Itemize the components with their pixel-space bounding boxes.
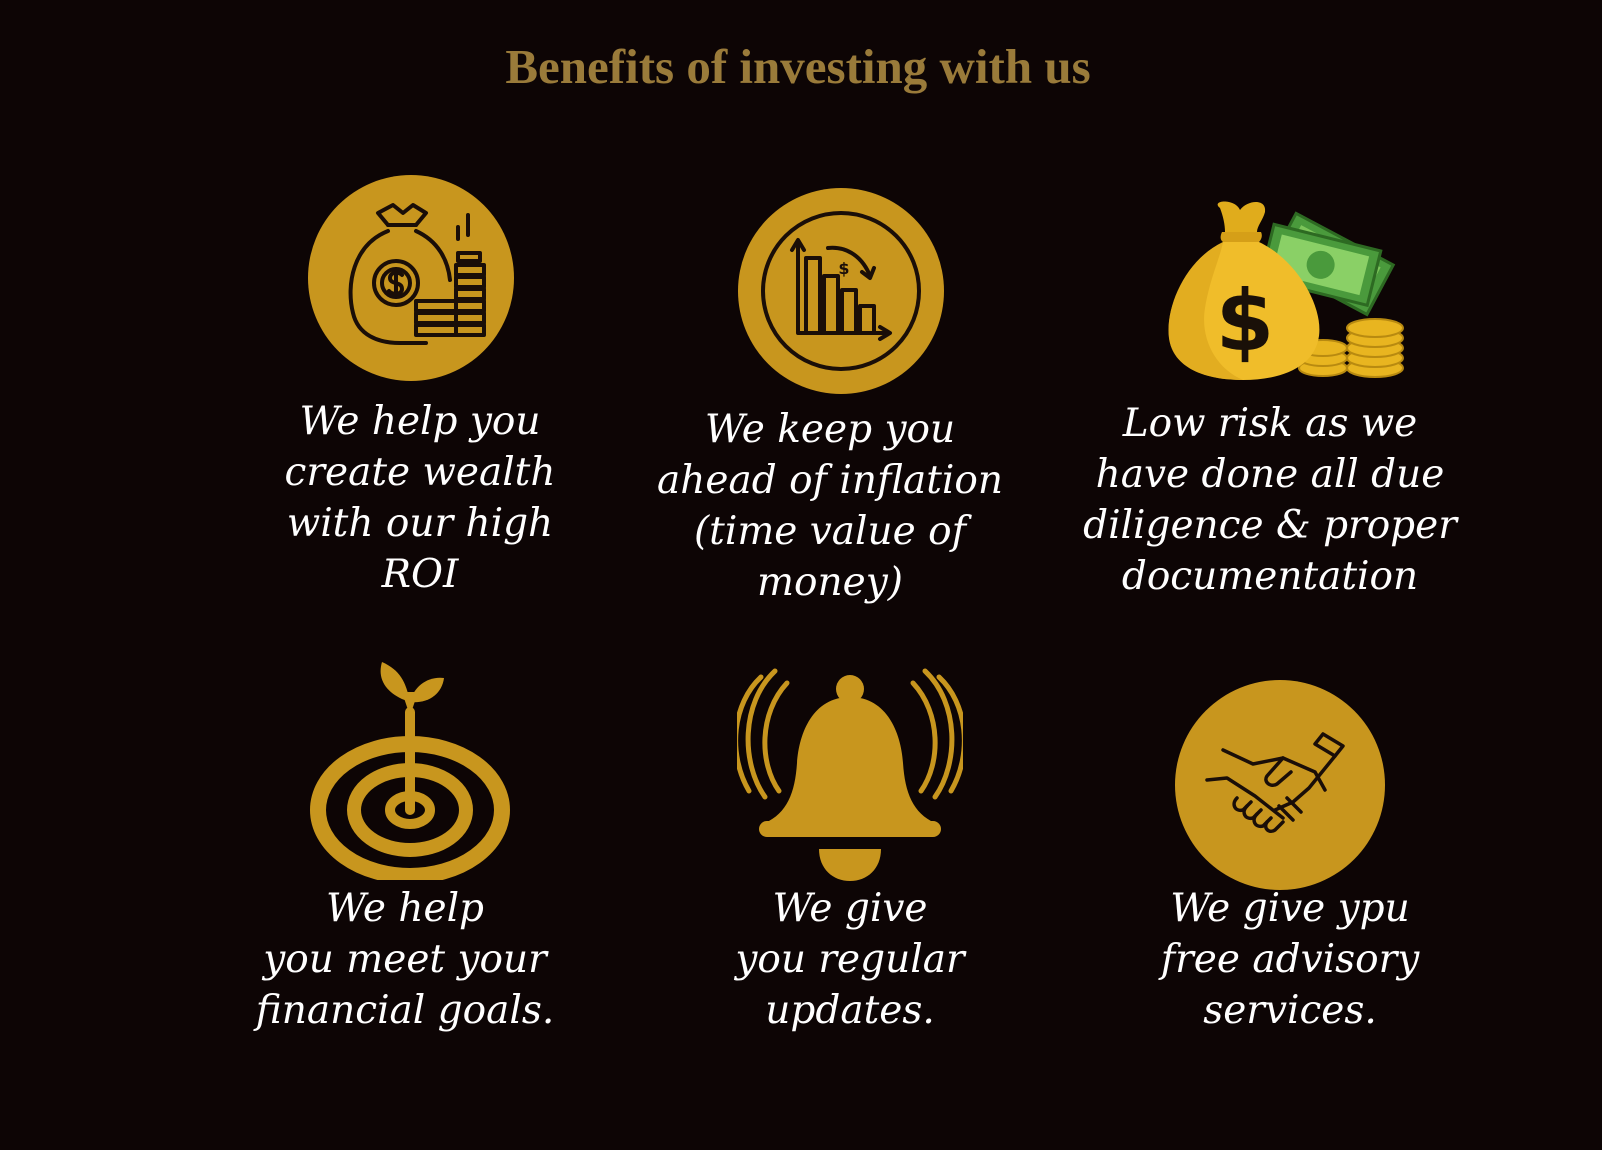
money-bag-coins-icon	[308, 175, 514, 381]
caption-line: ahead of inflation	[657, 458, 1003, 503]
caption-line: Low risk as we	[1122, 401, 1418, 446]
money-bag-cash-icon: $	[1165, 198, 1405, 388]
handshake-icon	[1175, 680, 1385, 890]
caption-line: We help you	[299, 399, 541, 444]
caption-line: with our high	[286, 501, 554, 546]
caption-line: We keep you	[704, 407, 956, 452]
caption-line: (time value of	[693, 509, 967, 554]
caption-line: you meet your	[263, 937, 547, 982]
target-dart-icon	[310, 652, 514, 884]
benefit-caption-advisory: We give ypu free advisory services.	[1130, 883, 1450, 1036]
svg-text:$: $	[838, 259, 849, 278]
caption-line: financial goals.	[255, 988, 555, 1033]
benefit-caption-inflation: We keep you ahead of inflation (time val…	[650, 404, 1010, 608]
caption-line: services.	[1203, 988, 1377, 1033]
declining-chart-icon: $	[738, 188, 944, 394]
caption-line: you regular	[735, 937, 965, 982]
caption-line: free advisory	[1160, 937, 1420, 982]
bell-icon	[733, 663, 967, 891]
benefit-caption-updates: We give you regular updates.	[690, 883, 1010, 1036]
page-title: Benefits of investing with us	[505, 39, 1091, 94]
caption-line: We give	[772, 886, 928, 931]
caption-line: documentation	[1121, 554, 1419, 599]
caption-line: We give ypu	[1170, 886, 1410, 931]
svg-text:$: $	[1216, 272, 1274, 370]
caption-line: money)	[757, 560, 903, 605]
caption-line: have done all due	[1095, 452, 1445, 497]
caption-line: create wealth	[284, 450, 556, 495]
benefit-caption-goals: We help you meet your financial goals.	[245, 883, 565, 1036]
caption-line: updates.	[765, 988, 935, 1033]
caption-line: diligence & proper	[1083, 503, 1457, 548]
caption-line: We help	[325, 886, 485, 931]
caption-line: ROI	[381, 552, 459, 597]
benefit-caption-low-risk: Low risk as we have done all due diligen…	[1080, 398, 1460, 602]
benefit-caption-wealth: We help you create wealth with our high …	[275, 396, 565, 600]
